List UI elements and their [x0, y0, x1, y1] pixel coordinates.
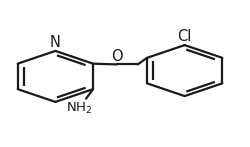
Text: NH$_2$: NH$_2$	[66, 101, 92, 116]
Text: Cl: Cl	[178, 29, 192, 44]
Text: N: N	[50, 35, 61, 50]
Text: O: O	[111, 49, 122, 64]
